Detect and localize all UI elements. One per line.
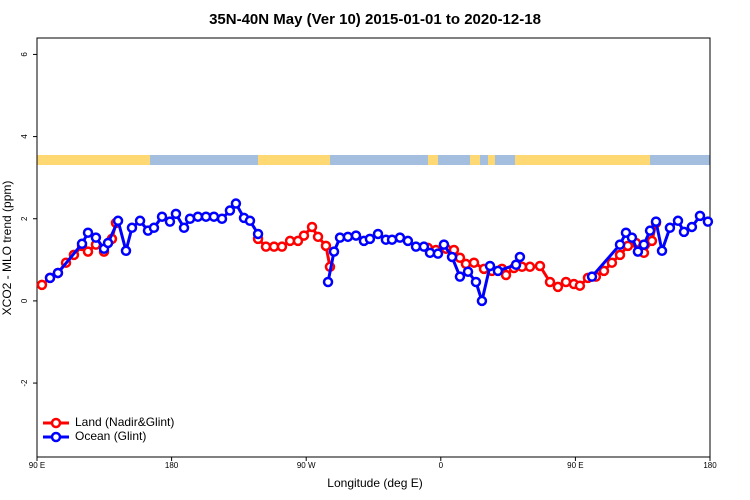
data-point	[672, 215, 684, 227]
data-point	[224, 205, 236, 216]
x-tick-label: 0	[439, 461, 444, 470]
data-point	[322, 276, 334, 288]
legend-marker	[50, 417, 62, 429]
x-tick-label: 180	[703, 461, 717, 470]
data-point	[90, 232, 102, 243]
data-point	[614, 249, 626, 261]
data-point	[462, 266, 474, 277]
y-axis-label: XCO2 - MLO trend (ppm)	[0, 181, 14, 316]
data-point	[244, 215, 256, 227]
data-point	[622, 240, 634, 252]
legend-marker	[50, 431, 62, 443]
y-tick-label: 4	[20, 134, 29, 139]
data-point	[500, 269, 512, 281]
y-tick-label: 6	[20, 52, 29, 57]
data-point	[694, 210, 706, 222]
data-point	[342, 231, 354, 243]
data-point	[216, 213, 228, 224]
legend-label: Ocean (Glint)	[75, 429, 146, 443]
data-point	[36, 279, 48, 291]
data-point	[544, 276, 556, 288]
data-point	[208, 211, 220, 222]
data-point	[606, 257, 618, 268]
data-point	[372, 228, 384, 240]
data-point	[614, 239, 626, 250]
data-point	[252, 228, 264, 240]
data-point	[702, 216, 714, 227]
data-point	[678, 226, 690, 238]
x-tick-label: 180	[165, 461, 179, 470]
data-point	[164, 216, 176, 227]
data-point	[328, 246, 340, 257]
x-tick-label: 90 W	[297, 461, 316, 470]
data-point	[524, 261, 536, 273]
data-point	[432, 248, 444, 259]
data-point	[178, 222, 190, 234]
x-axis-label: Longitude (deg E)	[327, 476, 422, 490]
data-point	[638, 239, 650, 250]
data-point	[510, 259, 522, 271]
data-point	[312, 231, 324, 243]
data-point	[364, 233, 376, 245]
data-point	[76, 238, 88, 250]
data-point	[476, 295, 488, 307]
data-point	[446, 251, 458, 263]
data-point	[514, 251, 526, 263]
data-point	[438, 239, 450, 250]
data-point	[260, 241, 272, 252]
data-point	[632, 246, 644, 257]
data-point	[276, 241, 288, 252]
data-point	[552, 281, 564, 293]
data-point	[148, 222, 160, 234]
data-point	[644, 225, 656, 236]
data-point	[350, 230, 362, 241]
land-mask-strip	[37, 155, 710, 165]
data-point	[686, 221, 698, 233]
y-tick-label: -2	[20, 379, 29, 387]
y-tick-label: 2	[20, 216, 29, 221]
data-point	[492, 265, 504, 277]
data-point	[230, 198, 242, 209]
data-point	[534, 260, 546, 272]
data-point	[468, 257, 480, 268]
data-point	[586, 271, 598, 282]
data-point	[470, 276, 482, 288]
data-point	[82, 246, 94, 257]
data-point	[126, 222, 138, 234]
legend-label: Land (Nadir&Glint)	[75, 415, 174, 429]
data-point	[646, 235, 658, 247]
data-point	[156, 211, 168, 222]
x-tick-label: 90 E	[567, 461, 583, 470]
data-point	[320, 240, 332, 252]
data-point	[120, 245, 132, 257]
data-point	[192, 211, 204, 222]
data-point	[598, 265, 610, 277]
data-point	[52, 267, 64, 279]
data-point	[664, 222, 676, 234]
data-point	[82, 227, 94, 238]
chart-title: 35N-40N May (Ver 10) 2015-01-01 to 2020-…	[209, 11, 541, 28]
data-point	[112, 215, 124, 227]
data-point	[574, 280, 586, 291]
x-tick-label: 90 E	[29, 461, 45, 470]
data-point	[656, 245, 668, 257]
plot-frame	[36, 37, 711, 458]
data-point	[454, 271, 466, 282]
y-tick-label: 0	[20, 298, 29, 303]
data-point	[626, 232, 638, 243]
data-point	[418, 241, 430, 252]
data-point	[402, 235, 414, 247]
data-point	[44, 272, 56, 284]
data-point	[650, 216, 662, 227]
data-point	[134, 215, 146, 227]
data-point	[102, 237, 114, 249]
data-point	[306, 221, 318, 233]
data-point	[484, 260, 496, 272]
data-point	[298, 230, 310, 241]
data-point	[170, 208, 182, 220]
